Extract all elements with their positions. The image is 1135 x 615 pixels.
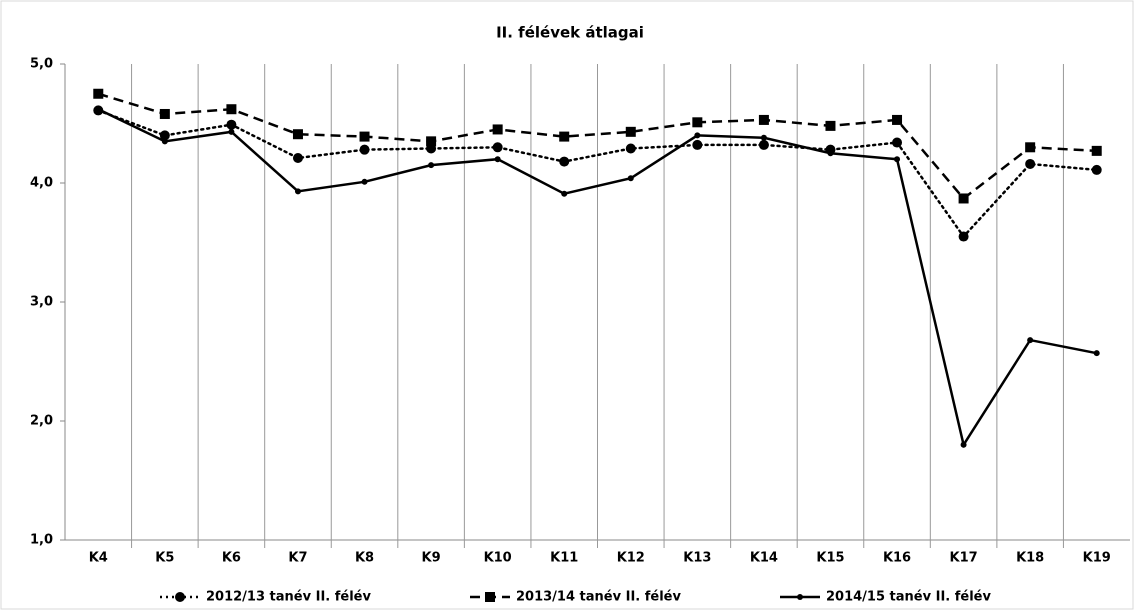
- marker: [625, 143, 636, 154]
- x-tick-label: K15: [816, 551, 844, 566]
- marker: [625, 126, 636, 137]
- marker: [361, 178, 368, 185]
- chart-title: II. félévek átlagai: [496, 24, 644, 42]
- x-tick-label: K10: [484, 551, 512, 566]
- x-tick-label: K17: [950, 551, 978, 566]
- marker: [692, 139, 703, 150]
- marker: [485, 592, 495, 602]
- marker: [797, 594, 803, 600]
- marker: [694, 132, 701, 139]
- x-tick-label: K6: [222, 551, 241, 566]
- y-tick-label: 3,0: [30, 295, 53, 310]
- marker: [561, 190, 568, 197]
- marker: [159, 130, 170, 141]
- x-tick-label: K12: [617, 551, 645, 566]
- marker: [1025, 142, 1036, 153]
- marker: [159, 108, 170, 119]
- x-tick-label: K13: [683, 551, 711, 566]
- x-tick-label: K5: [155, 551, 174, 566]
- marker: [95, 106, 102, 113]
- marker: [494, 156, 501, 163]
- marker: [294, 188, 301, 195]
- marker: [760, 134, 767, 141]
- marker: [492, 142, 503, 153]
- x-tick-label: K18: [1016, 551, 1044, 566]
- marker: [1093, 350, 1100, 357]
- marker: [1025, 158, 1036, 169]
- series-line: [97, 108, 1097, 448]
- marker: [161, 138, 168, 145]
- marker: [960, 441, 967, 448]
- marker: [292, 129, 303, 140]
- legend-label: 2014/15 tanév II. félév: [826, 590, 991, 605]
- marker: [226, 119, 237, 130]
- x-tick-label: K16: [883, 551, 911, 566]
- marker: [958, 193, 969, 204]
- marker: [1091, 164, 1102, 175]
- marker: [1027, 337, 1034, 344]
- marker: [175, 592, 185, 602]
- series-line: [97, 109, 1098, 239]
- marker: [692, 117, 703, 128]
- marker: [958, 231, 969, 242]
- marker: [426, 136, 437, 147]
- marker: [627, 175, 634, 182]
- marker: [559, 131, 570, 142]
- marker: [892, 137, 903, 148]
- marker: [892, 114, 903, 125]
- marker: [492, 124, 503, 135]
- x-tick-label: K19: [1083, 551, 1111, 566]
- marker: [359, 131, 370, 142]
- marker: [1091, 145, 1102, 156]
- x-tick-label: K4: [89, 551, 108, 566]
- x-tick-label: K8: [355, 551, 374, 566]
- marker: [559, 156, 570, 167]
- marker: [359, 144, 370, 155]
- marker: [825, 120, 836, 131]
- y-tick-label: 1,0: [30, 533, 53, 548]
- x-tick-label: K11: [550, 551, 578, 566]
- marker: [894, 156, 901, 163]
- marker: [428, 162, 435, 169]
- marker: [228, 128, 235, 135]
- y-tick-label: 2,0: [30, 414, 53, 429]
- x-tick-label: K7: [288, 551, 307, 566]
- marker: [292, 153, 303, 164]
- x-tick-label: K14: [750, 551, 778, 566]
- marker: [758, 139, 769, 150]
- marker: [827, 150, 834, 157]
- legend-label: 2012/13 tanév II. félév: [206, 590, 371, 605]
- x-tick-label: K9: [422, 551, 441, 566]
- marker: [758, 114, 769, 125]
- y-tick-label: 4,0: [30, 176, 53, 191]
- y-tick-label: 5,0: [30, 57, 53, 72]
- marker: [93, 88, 104, 99]
- legend-label: 2013/14 tanév II. félév: [516, 590, 681, 605]
- marker: [226, 104, 237, 115]
